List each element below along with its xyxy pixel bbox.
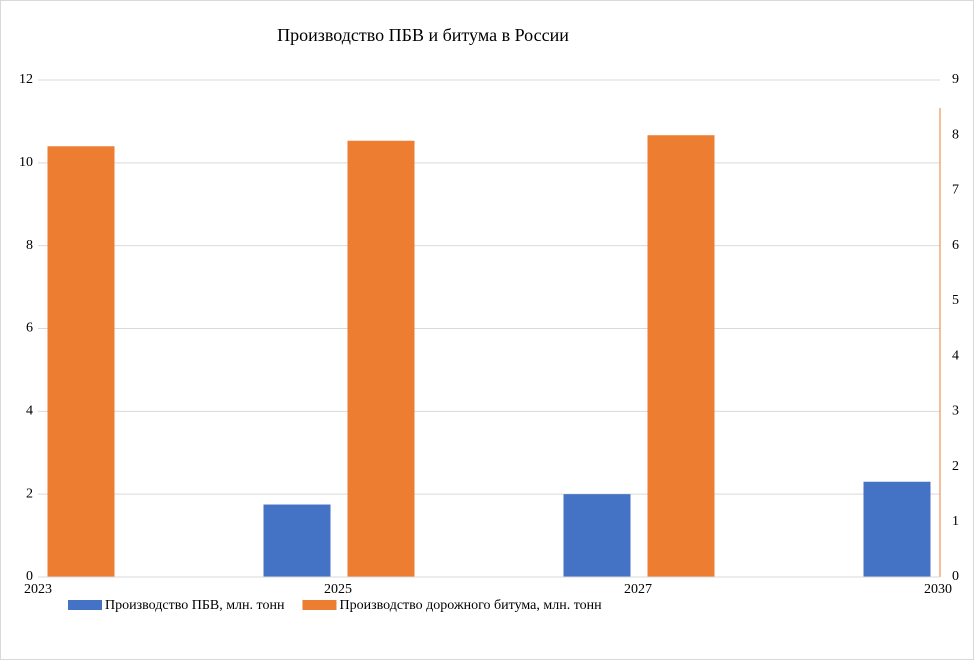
legend-label: Производство дорожного битума, млн. тонн — [339, 598, 602, 613]
y2-tick-label: 2 — [952, 459, 959, 474]
y-tick-label: 10 — [19, 155, 33, 170]
y2-tick-label: 4 — [952, 348, 959, 363]
legend-label: Производство ПБВ, млн. тонн — [105, 598, 285, 613]
x-tick-label: 2030 — [924, 582, 952, 597]
x-tick-label: 2023 — [24, 582, 52, 597]
bar — [863, 481, 931, 577]
y-tick-label: 4 — [26, 404, 33, 419]
y-tick-label: 8 — [26, 238, 33, 253]
y2-tick-label: 5 — [952, 293, 959, 308]
y-tick-label: 6 — [26, 321, 33, 336]
y2-tick-label: 6 — [952, 238, 959, 253]
chart-title: Производство ПБВ и битума в России — [277, 25, 569, 45]
bar — [647, 135, 715, 577]
legend-swatch — [302, 600, 337, 610]
bar — [347, 140, 415, 577]
x-tick-label: 2025 — [324, 582, 352, 597]
bar — [563, 494, 631, 577]
y2-tick-label: 0 — [952, 569, 959, 584]
y-tick-label: 2 — [26, 486, 33, 501]
legend-swatch — [68, 600, 102, 610]
y2-tick-label: 8 — [952, 127, 959, 142]
y2-tick-label: 3 — [952, 404, 959, 419]
x-tick-label: 2027 — [624, 582, 652, 597]
bar — [47, 146, 115, 577]
y-tick-label: 12 — [19, 72, 33, 87]
y-tick-label: 0 — [26, 569, 33, 584]
bar — [263, 504, 331, 577]
plot-area — [47, 135, 931, 577]
y2-tick-label: 7 — [952, 183, 959, 198]
y2-tick-label: 1 — [952, 514, 959, 529]
y2-tick-label: 9 — [952, 72, 959, 87]
